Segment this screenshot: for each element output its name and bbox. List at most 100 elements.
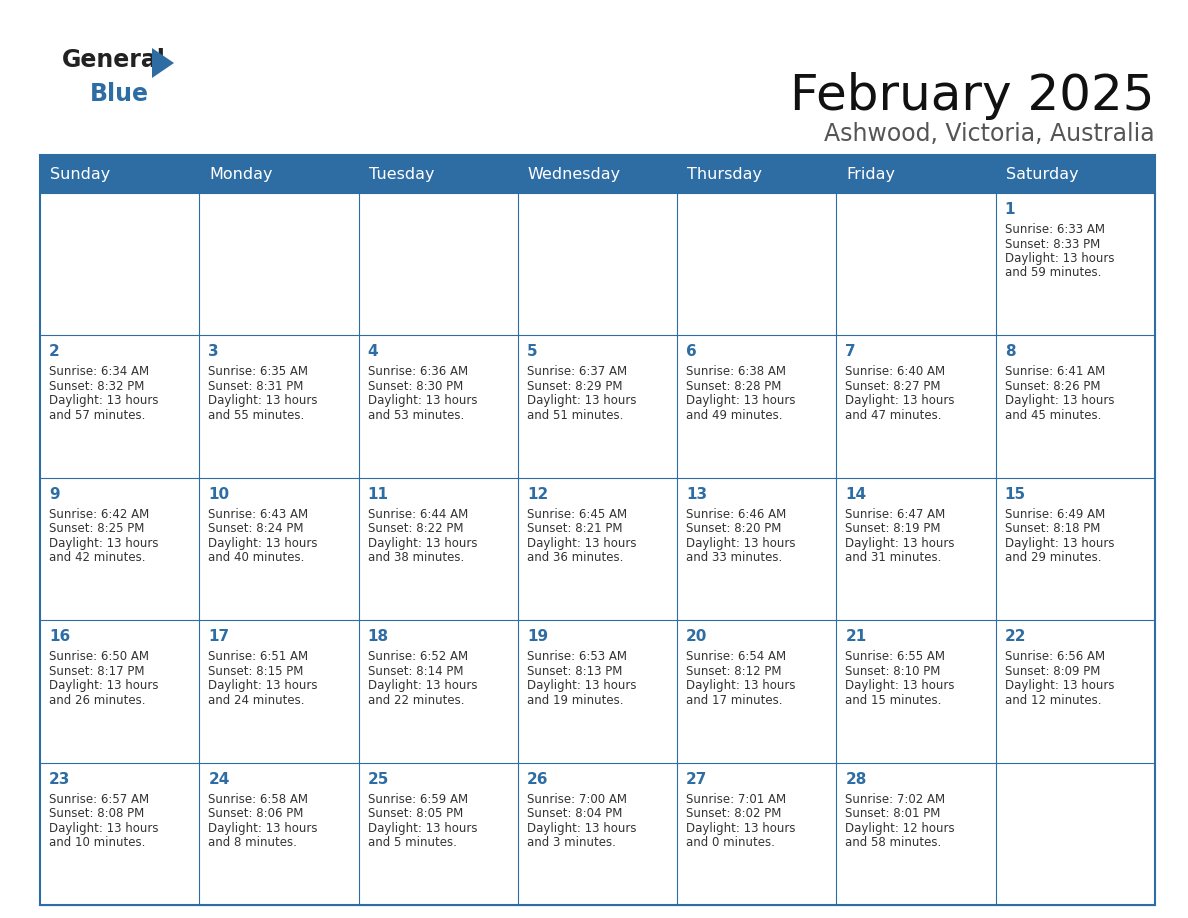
Text: 5: 5 <box>526 344 537 360</box>
Text: Sunrise: 6:57 AM: Sunrise: 6:57 AM <box>49 792 150 806</box>
Text: Sunset: 8:12 PM: Sunset: 8:12 PM <box>687 665 782 677</box>
Text: 22: 22 <box>1005 629 1026 644</box>
Text: 1: 1 <box>1005 202 1016 217</box>
Text: Sunrise: 6:44 AM: Sunrise: 6:44 AM <box>367 508 468 521</box>
Text: Daylight: 13 hours: Daylight: 13 hours <box>687 537 796 550</box>
Text: Sunset: 8:21 PM: Sunset: 8:21 PM <box>526 522 623 535</box>
Bar <box>359 621 518 763</box>
Bar <box>40 155 1155 905</box>
Text: Ashwood, Victoria, Australia: Ashwood, Victoria, Australia <box>824 122 1155 146</box>
Text: Daylight: 13 hours: Daylight: 13 hours <box>526 679 637 692</box>
Text: 16: 16 <box>49 629 70 644</box>
Text: Daylight: 13 hours: Daylight: 13 hours <box>687 822 796 834</box>
Text: 21: 21 <box>846 629 867 644</box>
Text: Daylight: 13 hours: Daylight: 13 hours <box>49 395 158 408</box>
Text: Sunrise: 6:51 AM: Sunrise: 6:51 AM <box>208 650 309 663</box>
Text: Sunset: 8:29 PM: Sunset: 8:29 PM <box>526 380 623 393</box>
Text: 13: 13 <box>687 487 707 502</box>
Text: 9: 9 <box>49 487 59 502</box>
Text: Sunset: 8:06 PM: Sunset: 8:06 PM <box>208 807 304 820</box>
Text: 17: 17 <box>208 629 229 644</box>
Text: and 12 minutes.: and 12 minutes. <box>1005 694 1101 707</box>
Bar <box>518 621 677 763</box>
Text: and 38 minutes.: and 38 minutes. <box>367 552 463 565</box>
Text: Sunrise: 6:53 AM: Sunrise: 6:53 AM <box>526 650 627 663</box>
Bar <box>836 763 996 905</box>
Text: Sunrise: 6:40 AM: Sunrise: 6:40 AM <box>846 365 946 378</box>
Text: 6: 6 <box>687 344 697 360</box>
Text: Daylight: 13 hours: Daylight: 13 hours <box>208 822 317 834</box>
Text: Sunset: 8:25 PM: Sunset: 8:25 PM <box>49 522 145 535</box>
Bar <box>836 193 996 335</box>
Bar <box>200 335 359 477</box>
Text: 10: 10 <box>208 487 229 502</box>
Text: Sunset: 8:20 PM: Sunset: 8:20 PM <box>687 522 782 535</box>
Text: Daylight: 13 hours: Daylight: 13 hours <box>1005 252 1114 265</box>
Text: and 10 minutes.: and 10 minutes. <box>49 836 145 849</box>
Text: Daylight: 13 hours: Daylight: 13 hours <box>208 679 317 692</box>
Text: and 19 minutes.: and 19 minutes. <box>526 694 624 707</box>
Text: and 8 minutes.: and 8 minutes. <box>208 836 297 849</box>
Text: Sunset: 8:30 PM: Sunset: 8:30 PM <box>367 380 463 393</box>
Text: Sunrise: 6:34 AM: Sunrise: 6:34 AM <box>49 365 150 378</box>
Text: Daylight: 13 hours: Daylight: 13 hours <box>208 395 317 408</box>
Text: and 55 minutes.: and 55 minutes. <box>208 409 304 422</box>
Text: 7: 7 <box>846 344 857 360</box>
Text: Friday: Friday <box>846 166 896 182</box>
Text: 20: 20 <box>687 629 708 644</box>
Text: Sunday: Sunday <box>50 166 110 182</box>
Bar <box>359 193 518 335</box>
Text: Sunset: 8:27 PM: Sunset: 8:27 PM <box>846 380 941 393</box>
Text: Sunset: 8:04 PM: Sunset: 8:04 PM <box>526 807 623 820</box>
Bar <box>359 335 518 477</box>
Text: Sunrise: 6:47 AM: Sunrise: 6:47 AM <box>846 508 946 521</box>
Bar <box>836 335 996 477</box>
Text: 3: 3 <box>208 344 219 360</box>
Text: Sunset: 8:28 PM: Sunset: 8:28 PM <box>687 380 782 393</box>
Bar <box>518 335 677 477</box>
Text: Sunset: 8:08 PM: Sunset: 8:08 PM <box>49 807 144 820</box>
Bar <box>836 477 996 621</box>
Bar <box>996 193 1155 335</box>
Text: Blue: Blue <box>90 82 148 106</box>
Text: Wednesday: Wednesday <box>527 166 621 182</box>
Text: and 53 minutes.: and 53 minutes. <box>367 409 463 422</box>
Bar <box>40 763 200 905</box>
Bar <box>40 193 200 335</box>
Text: and 40 minutes.: and 40 minutes. <box>208 552 304 565</box>
Text: Sunrise: 6:43 AM: Sunrise: 6:43 AM <box>208 508 309 521</box>
Text: and 58 minutes.: and 58 minutes. <box>846 836 942 849</box>
Text: and 26 minutes.: and 26 minutes. <box>49 694 145 707</box>
Text: Sunrise: 6:46 AM: Sunrise: 6:46 AM <box>687 508 786 521</box>
Text: Sunrise: 6:45 AM: Sunrise: 6:45 AM <box>526 508 627 521</box>
Text: and 47 minutes.: and 47 minutes. <box>846 409 942 422</box>
Text: 28: 28 <box>846 772 867 787</box>
Bar <box>996 621 1155 763</box>
Text: 14: 14 <box>846 487 866 502</box>
Text: February 2025: February 2025 <box>790 72 1155 120</box>
Text: Sunrise: 6:35 AM: Sunrise: 6:35 AM <box>208 365 308 378</box>
Text: and 5 minutes.: and 5 minutes. <box>367 836 456 849</box>
Bar <box>40 477 200 621</box>
Text: and 51 minutes.: and 51 minutes. <box>526 409 624 422</box>
Text: Sunset: 8:26 PM: Sunset: 8:26 PM <box>1005 380 1100 393</box>
Text: Daylight: 13 hours: Daylight: 13 hours <box>526 822 637 834</box>
Polygon shape <box>152 48 173 78</box>
Text: Sunrise: 7:00 AM: Sunrise: 7:00 AM <box>526 792 627 806</box>
Text: 23: 23 <box>49 772 70 787</box>
Text: and 17 minutes.: and 17 minutes. <box>687 694 783 707</box>
Text: Daylight: 13 hours: Daylight: 13 hours <box>1005 679 1114 692</box>
Text: and 49 minutes.: and 49 minutes. <box>687 409 783 422</box>
Text: Sunset: 8:01 PM: Sunset: 8:01 PM <box>846 807 941 820</box>
Text: Saturday: Saturday <box>1006 166 1079 182</box>
Text: Sunrise: 6:58 AM: Sunrise: 6:58 AM <box>208 792 308 806</box>
Text: and 22 minutes.: and 22 minutes. <box>367 694 465 707</box>
Bar <box>518 193 677 335</box>
Text: and 59 minutes.: and 59 minutes. <box>1005 266 1101 279</box>
Text: Sunset: 8:09 PM: Sunset: 8:09 PM <box>1005 665 1100 677</box>
Text: Daylight: 13 hours: Daylight: 13 hours <box>208 537 317 550</box>
Bar <box>677 763 836 905</box>
Text: Daylight: 13 hours: Daylight: 13 hours <box>367 822 478 834</box>
Text: Sunrise: 6:56 AM: Sunrise: 6:56 AM <box>1005 650 1105 663</box>
Text: Sunset: 8:17 PM: Sunset: 8:17 PM <box>49 665 145 677</box>
